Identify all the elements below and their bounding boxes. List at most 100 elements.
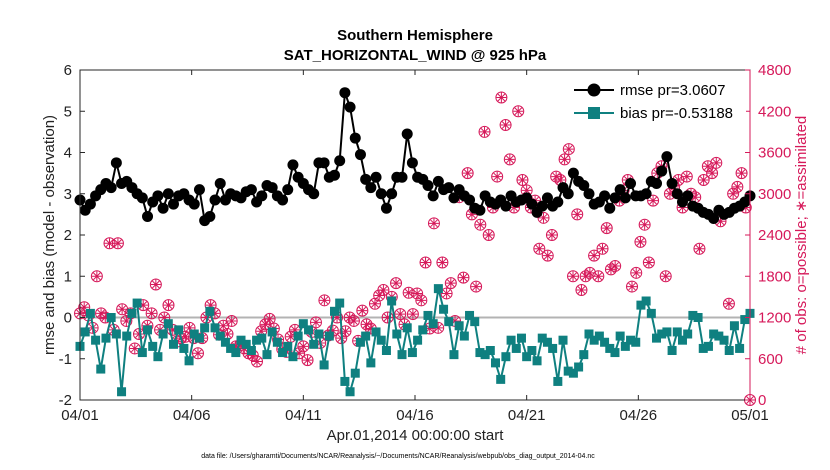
data-file-footnote: data file: /Users/gharamti/Documents/NCA…: [201, 453, 595, 460]
obs-count-point: [558, 153, 571, 166]
x-tick-label: 04/26: [620, 407, 658, 424]
bias-point: [194, 333, 204, 343]
rmse-point: [142, 210, 154, 222]
bias-point: [672, 327, 682, 337]
rmse-point: [651, 177, 663, 189]
rmse-point: [365, 182, 377, 194]
right-y-tick-label: 1800: [758, 268, 791, 285]
x-tick-label: 04/01: [61, 407, 99, 424]
rmse-point: [152, 190, 164, 202]
bias-point: [449, 350, 459, 360]
bias-point: [184, 356, 194, 366]
bias-point: [335, 298, 345, 308]
bias-point: [220, 337, 230, 347]
bias-point: [641, 296, 651, 306]
x-tick-label: 04/16: [396, 407, 434, 424]
bias-point: [158, 329, 168, 339]
bias-point: [475, 348, 485, 358]
bias-point: [693, 313, 703, 322]
bias-point: [620, 341, 630, 351]
obs-count-point: [402, 286, 415, 299]
right-y-axis-ticks: 0 600 1200 1800 2400 3000 3600 4200 4800: [745, 62, 791, 409]
rmse-point: [375, 188, 387, 200]
bias-point: [137, 348, 147, 358]
obs-count-point: [457, 271, 470, 284]
obs-count-point: [377, 284, 390, 296]
obs-count-point: [440, 287, 453, 300]
legend: rmse pr=3.0607 bias pr=-0.53188: [570, 75, 746, 127]
rmse-point: [619, 192, 631, 204]
bias-point: [168, 339, 178, 349]
obs-count-point: [722, 297, 735, 310]
obs-count-point: [596, 242, 609, 255]
bias-point: [148, 341, 158, 351]
bias-point: [532, 356, 542, 366]
right-y-tick-label: 1200: [758, 310, 791, 327]
obs-count-point: [545, 229, 558, 241]
bias-point: [127, 308, 137, 318]
obs-count-point: [503, 153, 516, 166]
obs-count-point: [381, 311, 394, 324]
rmse-point: [380, 202, 392, 214]
legend-bias-label: bias pr=-0.53188: [620, 105, 733, 122]
bias-point: [683, 329, 693, 339]
bias-point: [189, 329, 199, 339]
obs-count-point: [609, 259, 622, 272]
chart-title-line2: SAT_HORIZONTAL_WIND @ 925 hPa: [284, 47, 547, 64]
obs-count-point: [183, 321, 196, 334]
rmse-point: [334, 155, 346, 167]
obs-count-point: [90, 270, 103, 283]
obs-count-point: [499, 119, 512, 131]
rmse-point: [599, 190, 611, 202]
bias-point: [329, 306, 339, 316]
bias-point: [735, 343, 745, 353]
bias-point: [480, 350, 490, 360]
bias-point: [740, 315, 750, 325]
obs-count-series: [74, 91, 756, 406]
bias-point: [542, 337, 552, 347]
obs-count-point: [680, 170, 693, 183]
bias-point: [626, 335, 636, 345]
bias-point: [381, 346, 391, 355]
rmse-point: [432, 175, 444, 187]
rmse-point: [682, 190, 694, 202]
bias-point: [309, 339, 319, 349]
obs-count-point: [339, 325, 352, 338]
x-tick-label: 05/01: [731, 407, 769, 424]
bias-point: [324, 331, 334, 341]
bias-point: [366, 358, 376, 368]
obs-count-point: [250, 355, 263, 368]
bias-line: [79, 288, 751, 395]
rmse-point: [245, 184, 257, 196]
bias-point: [511, 343, 521, 353]
obs-count-point: [474, 218, 487, 231]
bias-point: [143, 325, 153, 335]
rmse-point: [287, 159, 299, 171]
bias-point: [278, 348, 288, 358]
bias-point: [491, 358, 501, 368]
left-y-axis-label: rmse and bias (model - observation): [41, 115, 58, 355]
bias-point: [657, 329, 667, 339]
bias-point: [80, 327, 90, 337]
bias-point: [584, 329, 594, 339]
bias-point: [413, 335, 423, 345]
rmse-point: [282, 184, 294, 196]
obs-count-point: [706, 167, 719, 180]
rmse-point: [562, 188, 574, 200]
obs-count-point: [318, 294, 331, 307]
left-y-tick-label: -2: [59, 392, 72, 409]
bias-point: [371, 327, 381, 337]
bias-point: [667, 346, 677, 355]
rmse-point: [354, 149, 366, 161]
obs-count-point: [638, 218, 651, 231]
bias-point: [522, 352, 532, 362]
bias-point: [646, 308, 656, 318]
bias-point: [298, 319, 308, 329]
bias-point: [553, 376, 563, 386]
legend-rmse-label: rmse pr=3.0607: [620, 82, 725, 99]
bias-point: [454, 321, 464, 331]
right-y-tick-label: 3600: [758, 145, 791, 162]
rmse-point: [541, 192, 553, 204]
obs-count-point: [461, 167, 474, 180]
bias-point: [433, 284, 443, 294]
